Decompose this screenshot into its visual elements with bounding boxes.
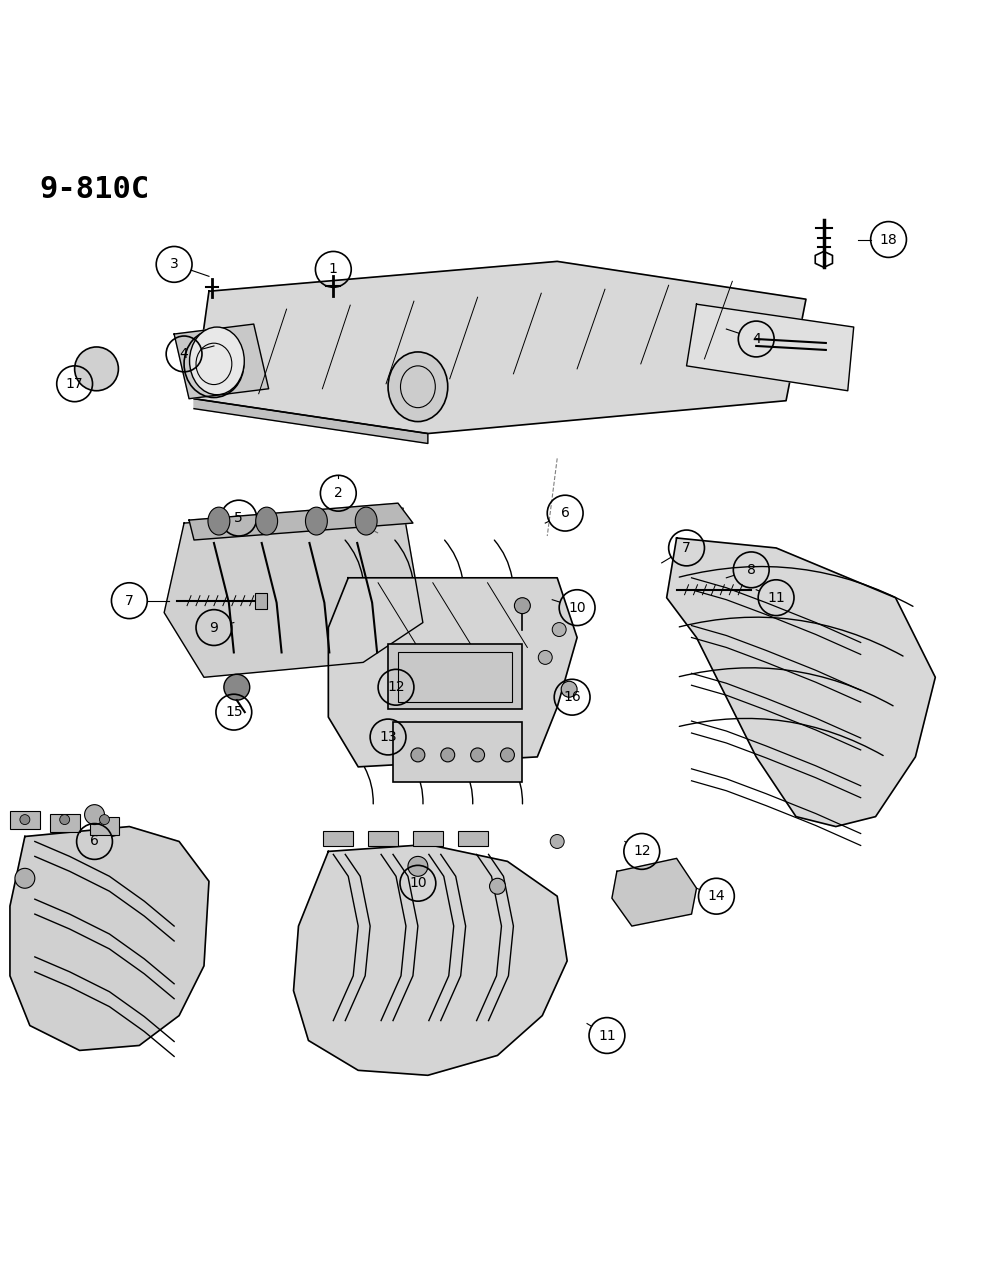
Text: 14: 14 — [707, 889, 725, 903]
Polygon shape — [611, 858, 696, 926]
Circle shape — [411, 748, 424, 762]
Text: 7: 7 — [125, 594, 133, 608]
Bar — [89, 816, 119, 835]
FancyBboxPatch shape — [393, 722, 522, 782]
Text: 15: 15 — [225, 705, 243, 719]
Circle shape — [99, 815, 109, 825]
Bar — [50, 813, 80, 831]
Polygon shape — [174, 324, 268, 399]
Text: 11: 11 — [597, 1029, 615, 1043]
Circle shape — [470, 748, 484, 762]
Circle shape — [538, 650, 552, 664]
Text: 11: 11 — [766, 590, 784, 604]
Text: 3: 3 — [170, 258, 178, 272]
Text: 7: 7 — [682, 541, 690, 555]
Text: 5: 5 — [235, 511, 243, 525]
Circle shape — [500, 748, 514, 762]
Circle shape — [20, 815, 30, 825]
Polygon shape — [194, 399, 427, 444]
Ellipse shape — [208, 507, 230, 536]
Text: 8: 8 — [746, 562, 754, 576]
Circle shape — [84, 805, 104, 825]
Polygon shape — [328, 578, 577, 766]
Polygon shape — [686, 305, 853, 390]
Text: 1: 1 — [329, 263, 337, 277]
Ellipse shape — [184, 330, 244, 398]
Text: 6: 6 — [561, 506, 569, 520]
Ellipse shape — [305, 507, 327, 536]
Text: 16: 16 — [563, 690, 580, 704]
Text: 6: 6 — [90, 834, 98, 848]
Ellipse shape — [388, 352, 447, 422]
Text: 9-810C: 9-810C — [40, 175, 150, 204]
Bar — [323, 830, 353, 847]
Text: 4: 4 — [751, 332, 759, 346]
Bar — [368, 830, 398, 847]
Text: 4: 4 — [180, 347, 188, 361]
Text: 2: 2 — [334, 486, 342, 500]
Text: 18: 18 — [879, 232, 897, 246]
Polygon shape — [164, 509, 422, 677]
Bar — [457, 830, 487, 847]
Text: 12: 12 — [632, 844, 650, 858]
Circle shape — [561, 681, 577, 697]
Text: 10: 10 — [568, 601, 585, 615]
Text: 12: 12 — [387, 681, 405, 695]
Circle shape — [550, 835, 564, 848]
Polygon shape — [10, 826, 209, 1051]
Polygon shape — [666, 538, 934, 826]
Polygon shape — [194, 261, 805, 434]
Polygon shape — [189, 504, 413, 541]
Circle shape — [15, 868, 35, 889]
FancyBboxPatch shape — [388, 644, 522, 709]
Ellipse shape — [189, 328, 245, 395]
Ellipse shape — [255, 507, 277, 536]
Text: 9: 9 — [210, 621, 218, 635]
Bar — [10, 811, 40, 829]
Circle shape — [75, 347, 118, 390]
Text: 17: 17 — [66, 377, 83, 390]
Polygon shape — [293, 844, 567, 1075]
Circle shape — [440, 748, 454, 762]
Circle shape — [408, 857, 427, 876]
Ellipse shape — [355, 507, 377, 536]
Circle shape — [224, 674, 249, 700]
Circle shape — [552, 622, 566, 636]
Text: 13: 13 — [379, 731, 397, 745]
Bar — [413, 830, 442, 847]
Circle shape — [514, 598, 530, 613]
Polygon shape — [254, 593, 266, 608]
Text: 10: 10 — [409, 876, 426, 890]
Circle shape — [489, 878, 505, 894]
Circle shape — [60, 815, 70, 825]
